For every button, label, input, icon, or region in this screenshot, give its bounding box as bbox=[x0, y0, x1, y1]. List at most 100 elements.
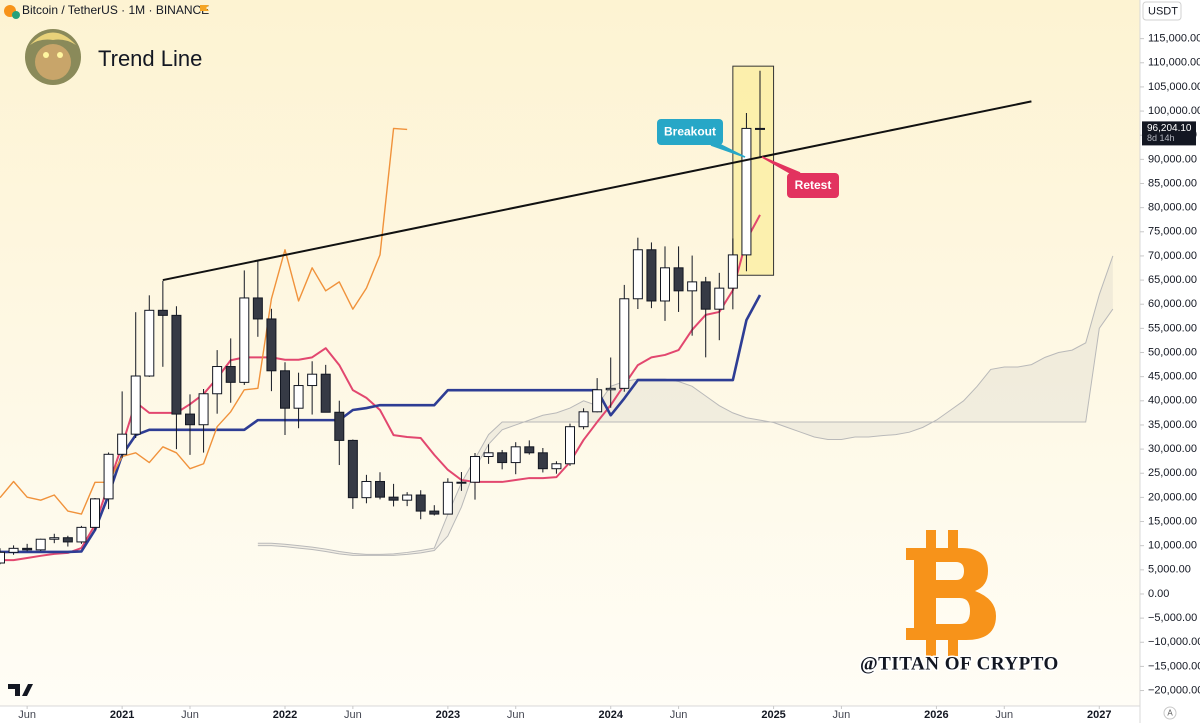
y-tick-label: 55,000.00 bbox=[1148, 322, 1197, 334]
callout-text: Retest bbox=[795, 178, 832, 192]
candle-body bbox=[483, 452, 494, 458]
candle-body bbox=[239, 297, 250, 383]
y-tick-label: 15,000.00 bbox=[1148, 515, 1197, 527]
x-tick-label: Jun bbox=[181, 709, 199, 721]
y-tick-label: 60,000.00 bbox=[1148, 298, 1197, 310]
trend-line bbox=[162, 100, 1032, 282]
x-tick-label: 2023 bbox=[436, 709, 460, 721]
plot-area bbox=[0, 65, 1114, 565]
auto-scale-button[interactable] bbox=[1163, 706, 1177, 720]
avatar-eye bbox=[57, 52, 63, 58]
y-tick-label: −5,000.00 bbox=[1148, 612, 1197, 624]
candle-body bbox=[551, 463, 562, 470]
x-tick-label: Jun bbox=[833, 709, 851, 721]
callout-box bbox=[657, 119, 723, 145]
auto-scale-label[interactable]: A bbox=[1167, 709, 1173, 718]
candle-body bbox=[103, 453, 114, 500]
logo-pin bbox=[926, 636, 936, 656]
candle-body bbox=[8, 547, 19, 553]
x-tick-label: 2025 bbox=[761, 709, 785, 721]
candle-body bbox=[741, 127, 752, 256]
currency-box bbox=[1142, 1, 1182, 21]
x-tick-label: Jun bbox=[18, 709, 36, 721]
callout-text: Breakout bbox=[664, 125, 716, 139]
y-tick-label: 20,000.00 bbox=[1148, 491, 1197, 503]
candle-body bbox=[266, 318, 277, 372]
candle-body bbox=[144, 309, 155, 377]
avatar-hair bbox=[30, 32, 76, 45]
currency-label: USDT bbox=[1148, 5, 1178, 17]
candle-body bbox=[402, 494, 413, 501]
candle-body bbox=[388, 496, 399, 501]
y-tick-label: 45,000.00 bbox=[1148, 371, 1197, 383]
x-tick-label: Jun bbox=[995, 709, 1013, 721]
candle-body bbox=[632, 249, 643, 300]
flag-icon bbox=[200, 5, 209, 11]
candle-body bbox=[293, 385, 304, 409]
overlay: Bitcoin / TetherUS · 1M · BINANCE Trend … bbox=[4, 1, 1182, 720]
candle-body bbox=[470, 456, 480, 483]
y-tick-label: 75,000.00 bbox=[1148, 226, 1197, 238]
y-tick-label: 65,000.00 bbox=[1148, 274, 1197, 286]
logo-b bbox=[906, 548, 996, 640]
cloud-fill bbox=[257, 255, 1113, 556]
candle-body bbox=[280, 370, 290, 409]
y-tick-label: 70,000.00 bbox=[1148, 250, 1197, 262]
avatar-face bbox=[35, 44, 71, 80]
candle-body bbox=[619, 298, 630, 389]
price-axis-panel bbox=[1140, 0, 1200, 723]
x-tick-label: Jun bbox=[344, 709, 362, 721]
candle-body bbox=[375, 480, 385, 498]
candle-body bbox=[62, 537, 73, 543]
y-tick-label: 30,000.00 bbox=[1148, 443, 1197, 455]
candle-body bbox=[700, 281, 711, 310]
candle-body bbox=[212, 366, 223, 395]
candle-body bbox=[49, 537, 60, 540]
candle-body bbox=[225, 366, 236, 383]
candle-body bbox=[755, 127, 765, 130]
candle-body bbox=[185, 413, 195, 426]
y-tick-label: 100,000.00 bbox=[1148, 105, 1200, 117]
candle-body bbox=[0, 551, 5, 564]
y-tick-label: −20,000.00 bbox=[1148, 684, 1200, 696]
y-tick-label: −10,000.00 bbox=[1148, 636, 1200, 648]
y-tick-label: 25,000.00 bbox=[1148, 467, 1197, 479]
x-tick-label: 2026 bbox=[924, 709, 948, 721]
x-tick-label: 2022 bbox=[273, 709, 297, 721]
tradingview-logo bbox=[8, 684, 33, 696]
y-tick-label: 90,000.00 bbox=[1148, 153, 1197, 165]
symbol-header: Bitcoin / TetherUS · 1M · BINANCE bbox=[22, 3, 209, 17]
indicator-line bbox=[0, 127, 408, 515]
candle-body bbox=[171, 314, 182, 415]
bitcoin-logo bbox=[906, 530, 996, 656]
time-axis-panel bbox=[0, 706, 1140, 723]
candle-body bbox=[727, 254, 738, 289]
candle-body bbox=[714, 287, 725, 310]
candle-body bbox=[347, 439, 358, 499]
countdown-label: 8d 14h bbox=[1147, 133, 1175, 143]
y-tick-label: 0.00 bbox=[1148, 588, 1169, 600]
x-tick-label: 2024 bbox=[598, 709, 623, 721]
candle-body bbox=[90, 498, 100, 528]
candle-body bbox=[537, 452, 548, 470]
logo-pin bbox=[926, 530, 936, 554]
y-tick-label: 10,000.00 bbox=[1148, 540, 1197, 552]
candle-body bbox=[578, 411, 589, 428]
candle-body bbox=[35, 538, 46, 551]
candle-body bbox=[76, 526, 87, 543]
y-tick-label: 80,000.00 bbox=[1148, 202, 1197, 214]
avatar-eye bbox=[43, 52, 49, 58]
candle-body bbox=[198, 393, 209, 426]
y-tick-label: 35,000.00 bbox=[1148, 419, 1197, 431]
x-tick-label: Jun bbox=[507, 709, 525, 721]
logo-pin bbox=[948, 530, 958, 554]
candle-body bbox=[510, 446, 521, 464]
candle-body bbox=[130, 375, 141, 435]
y-tick-label: 110,000.00 bbox=[1148, 57, 1200, 69]
x-tick-label: 2021 bbox=[110, 709, 134, 721]
candle-body bbox=[320, 373, 331, 413]
last-price-label: 96,204.10 bbox=[1147, 123, 1192, 134]
candle-body bbox=[307, 373, 318, 387]
candle-body bbox=[565, 426, 575, 465]
